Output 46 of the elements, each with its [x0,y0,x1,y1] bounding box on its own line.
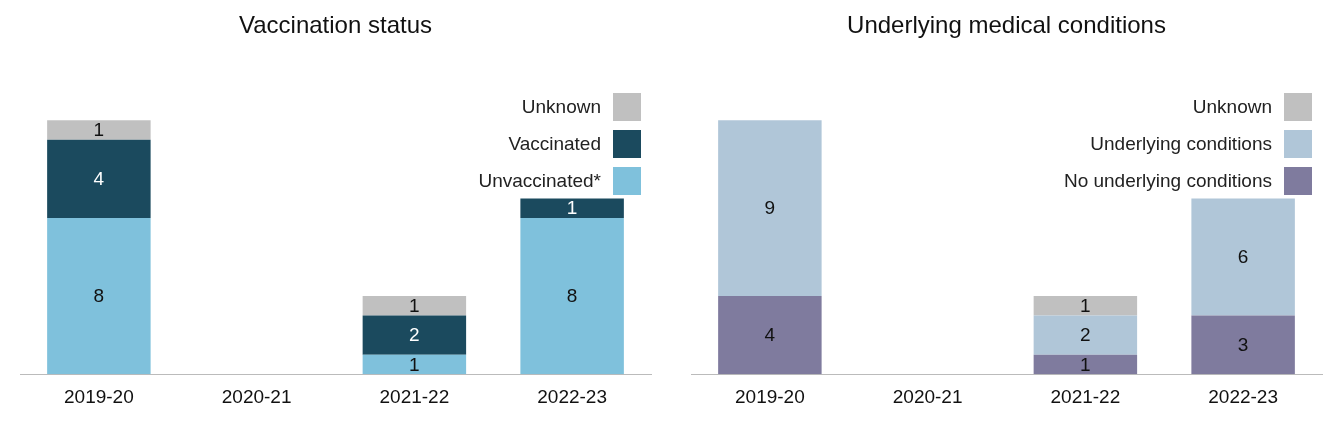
bar [520,198,624,218]
bar [1033,296,1138,316]
x-tick-label: 2022-23 [537,385,607,407]
bar [362,296,467,316]
data-label: 1 [409,295,420,317]
bar [1191,315,1295,375]
data-label: 1 [1080,353,1091,375]
data-label: 4 [93,168,105,190]
data-label: 1 [409,353,420,375]
legend-label: No underlying conditions [1063,169,1272,192]
x-tick-label: 2020-21 [892,385,963,407]
bar [1033,315,1138,355]
x-tick-label: 2021-22 [379,385,450,407]
legend-label: Underlying conditions [1090,132,1272,155]
bar [1191,198,1295,316]
data-label: 9 [764,197,776,219]
x-tick-label: 2020-21 [221,385,292,407]
legend-label: Unvaccinated* [478,169,601,192]
data-label: 2 [1080,324,1091,346]
bar [718,120,822,297]
data-label: 8 [566,285,578,307]
bar [47,217,151,375]
bar [47,120,151,140]
bar [362,315,467,355]
bar [362,354,467,375]
x-tick-label: 2022-23 [1208,385,1278,407]
data-label: 1 [1080,295,1091,317]
bar [718,296,822,375]
bar [520,217,624,375]
data-label: 1 [93,119,105,141]
x-tick-label: 2019-20 [735,385,805,407]
data-label: 3 [1237,334,1249,356]
chart-title: Underlying medical conditions [847,11,1166,39]
data-label: 6 [1237,246,1249,268]
x-tick-label: 2019-20 [64,385,134,407]
data-label: 2 [409,324,420,346]
bar [47,139,151,218]
data-label: 1 [566,197,578,219]
x-tick-label: 2021-22 [1050,385,1121,407]
legend-label: Vaccinated [508,132,601,155]
legend-label: Unknown [1192,95,1272,118]
data-label: 8 [93,285,105,307]
chart-title: Vaccination status [239,11,432,39]
legend-label: Unknown [521,95,601,118]
data-label: 4 [764,324,776,346]
bar [1033,354,1138,375]
